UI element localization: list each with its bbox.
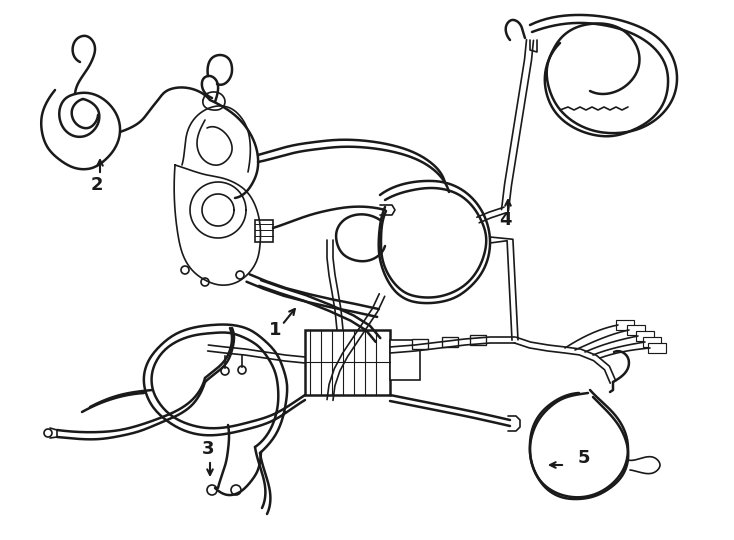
Text: 5: 5	[578, 449, 590, 467]
Text: 4: 4	[498, 211, 512, 229]
Text: 2: 2	[91, 176, 103, 194]
Bar	[643, 337, 661, 347]
Bar	[390, 340, 420, 380]
Bar	[305, 330, 390, 395]
Bar	[470, 335, 486, 345]
Text: 1: 1	[269, 321, 281, 339]
Bar	[616, 320, 634, 330]
Bar	[412, 339, 428, 349]
Bar	[636, 331, 654, 341]
Bar	[255, 220, 273, 242]
Bar	[442, 337, 458, 347]
Text: 3: 3	[202, 440, 214, 458]
Bar	[648, 343, 666, 353]
Bar	[627, 325, 645, 335]
